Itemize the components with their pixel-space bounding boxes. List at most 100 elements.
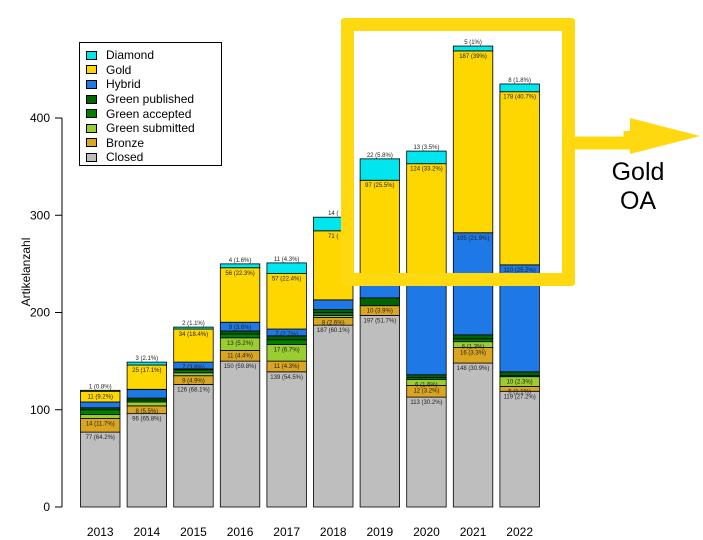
bar-data-label: 25 (17.1%): [132, 368, 161, 374]
bar-data-label: 105 (21.9%): [457, 236, 490, 242]
bar-data-label: 97 (25.5%): [365, 183, 394, 189]
x-tick-label: 2017: [273, 525, 300, 539]
bar-segment-diamond-2014: [126, 361, 167, 366]
bar-data-label: 57 (22.4%): [272, 277, 301, 283]
legend-swatch: [86, 138, 97, 148]
bar-segment-diamond-2017: [266, 262, 307, 274]
legend-label: Green accepted: [106, 106, 192, 121]
y-axis-title: Artikelanzahl: [19, 238, 33, 307]
bar-data-label: 119 (27.2%): [504, 394, 536, 400]
legend-label: Bronze: [106, 135, 145, 150]
bar-segment-green-published-2018: [313, 309, 354, 313]
bar-segment-closed-2015: [173, 384, 214, 508]
bar-data-label: 197 (51.7%): [364, 318, 397, 324]
bar-data-label: 16 (3.3%): [460, 351, 486, 357]
legend-swatch: [86, 94, 97, 104]
x-tick-label: 2019: [366, 525, 393, 539]
legend-swatch: [86, 152, 97, 162]
bar-data-label: 9 (3.6%): [229, 325, 252, 331]
bar-segment-green-accepted-2018: [313, 312, 354, 316]
bar-segment-gold-2015: [173, 328, 214, 363]
bar-data-label: 187 (39%): [459, 54, 487, 60]
legend-swatch: [86, 50, 97, 60]
bar-data-label: 11 (4.3%): [274, 257, 300, 263]
bar-data-label: 77 (64.2%): [86, 435, 115, 441]
bar-data-label: 13 (3.5%): [413, 145, 439, 151]
x-tick-label: 2013: [87, 525, 114, 539]
bar-data-label: 34 (18.4%): [179, 332, 208, 338]
legend-item: Green published: [86, 92, 221, 107]
bar-data-label: 7 (3.8%): [182, 365, 205, 371]
bar-segment-closed-2013: [80, 431, 121, 508]
bar-segment-gold-2017: [266, 273, 307, 330]
gold-oa-highlight-box: [341, 18, 575, 286]
bar-segment-hybrid-2020: [406, 283, 447, 376]
bar-data-label: 1 (0.8%): [89, 384, 112, 390]
bar-data-label: 13 (5.2%): [227, 341, 253, 347]
legend-label: Closed: [106, 150, 144, 165]
bar-data-label: 10 (2.3%): [507, 380, 533, 386]
bar-segment-green-published-2021: [452, 334, 494, 340]
legend-item: Gold: [86, 63, 221, 78]
legend-swatch: [86, 65, 97, 75]
bar-segment-hybrid-2013: [80, 401, 121, 409]
x-tick-label: 2022: [506, 525, 533, 539]
bar-segment-closed-2016: [219, 360, 261, 508]
bar-data-label: 11 (4.3%): [274, 364, 300, 370]
y-tick-label: 100: [30, 403, 50, 417]
bar-segment-closed-2017: [266, 371, 307, 508]
bar-data-label: 8 (5.5%): [136, 409, 159, 415]
legend-swatch: [86, 79, 97, 89]
bar-segment-closed-2018: [313, 324, 354, 508]
bar-data-label: 139 (54.5%): [270, 375, 303, 381]
bar-data-label: 9 (4.9%): [182, 379, 205, 385]
bar-data-label: 22 (5.8%): [367, 153, 393, 159]
y-tick-label: 0: [43, 500, 50, 514]
legend-item: Green accepted: [86, 106, 221, 121]
legend-item: Closed: [86, 150, 221, 165]
y-tick-label: 300: [30, 208, 50, 222]
bar-data-label: 5 (1.1%): [508, 389, 531, 395]
bar-segment-green-accepted-2016: [219, 333, 261, 339]
bar-segment-closed-2020: [406, 396, 447, 508]
bar-data-label: 187 (60.1%): [317, 328, 350, 334]
bar-segment-diamond-2020: [406, 150, 447, 165]
legend-label: Diamond: [106, 48, 155, 63]
legend-item: Diamond: [86, 48, 221, 63]
bar-segment-diamond-2015: [173, 326, 214, 330]
bar-data-label: 178 (40.7%): [503, 95, 536, 101]
bar-data-label: 12 (3.2%): [413, 388, 439, 394]
bar-data-label: 7 (2.7%): [275, 332, 298, 338]
bar-segment-closed-2021: [452, 362, 494, 508]
bar-segment-green-submitted-2013: [80, 414, 121, 419]
legend-label: Green published: [106, 92, 195, 107]
bar-segment-green-submitted-2015: [173, 372, 214, 377]
bar-segment-closed-2022: [499, 390, 540, 508]
bar-segment-green-accepted-2017: [266, 339, 307, 345]
x-axis: 2013 2014 2015 2016 2017 2018 2019 2020 2021 2022: [87, 525, 533, 539]
bar-segment-diamond-2016: [219, 263, 261, 269]
x-tick-label: 2014: [133, 525, 160, 539]
bar-segment-gold-2014: [126, 364, 167, 390]
bar-data-label: 113 (30.2%): [410, 400, 442, 406]
bar-segment-closed-2014: [126, 413, 167, 508]
x-tick-label: 2018: [320, 525, 347, 539]
x-tick-label: 2016: [227, 525, 254, 539]
legend-swatch: [86, 109, 97, 119]
bar-data-label: 14 (: [328, 211, 338, 217]
bar-labels-layer: 77 (64.2%) 14 (11.7%) 11 (9.2%) 1 (0.8%) 96 …: [86, 40, 536, 441]
legend-label: Hybrid: [106, 77, 141, 92]
bar-segment-hybrid-2018: [313, 299, 354, 310]
bar-data-label: 8 (1.8%): [508, 78, 531, 84]
bar-segment-green-published-2022: [499, 371, 540, 377]
legend-item: Bronze: [86, 136, 221, 151]
callout-line-2: OA: [619, 187, 657, 215]
bar-data-label: 56 (22.3%): [225, 271, 254, 277]
bar-data-label: 3 (2.1%): [136, 356, 159, 362]
legend-swatch: [86, 123, 97, 133]
callout-line-1: Gold: [611, 158, 665, 186]
bar-segment-diamond-2022: [499, 83, 540, 93]
bar-data-label: 11 (4.4%): [227, 353, 253, 359]
bar-data-label: 11 (9.2%): [87, 394, 113, 400]
bar-data-label: 150 (59.8%): [224, 364, 257, 370]
